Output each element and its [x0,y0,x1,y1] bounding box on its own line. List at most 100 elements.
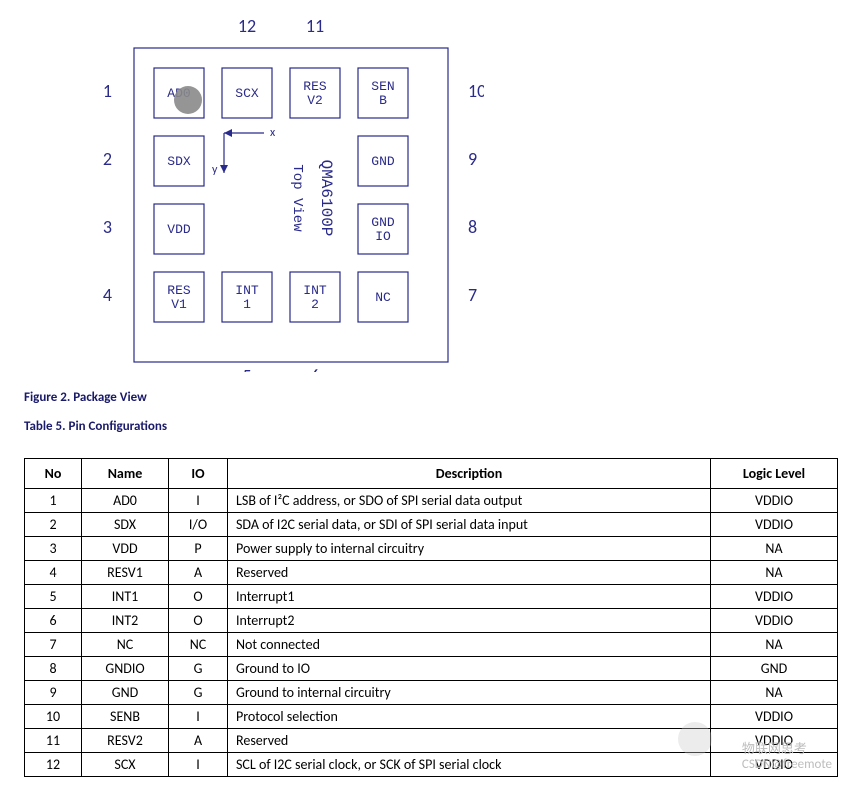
outer-pin-number: 7 [468,284,477,306]
cell: G [169,657,228,681]
cell: VDDIO [711,753,838,777]
outer-pin-number: 11 [306,15,324,37]
cell: 10 [25,705,82,729]
pad-label: NC [375,290,391,305]
cell: I [169,489,228,513]
cell: SENB [82,705,169,729]
cell: GND [711,657,838,681]
cell: 12 [25,753,82,777]
cell: VDD [82,537,169,561]
pad-label: IO [375,229,391,244]
table-row: 7NCNCNot connectedNA [25,633,838,657]
cell: RESV1 [82,561,169,585]
th-desc: Description [228,459,711,489]
cell: INT2 [82,609,169,633]
table-caption: Table 5. Pin Configurations [24,419,838,434]
axis-y-label: y [212,163,218,177]
cell: AD0 [82,489,169,513]
pad-label: GND [371,215,395,230]
cell: 2 [25,513,82,537]
part-name-label: QMA6100P [317,160,335,237]
cell: GND [82,681,169,705]
cell: NC [169,633,228,657]
cell: 9 [25,681,82,705]
cell: Interrupt1 [228,585,711,609]
cell: 4 [25,561,82,585]
pad-label: GND [371,154,395,169]
arrowhead-icon [220,165,228,173]
table-header-row: No Name IO Description Logic Level [25,459,838,489]
cell: VDDIO [711,489,838,513]
cell: SDA of I2C serial data, or SDI of SPI se… [228,513,711,537]
table-row: 8GNDIOGGround to IOGND [25,657,838,681]
cell: 5 [25,585,82,609]
cell: O [169,585,228,609]
outer-pin-number: 8 [468,216,477,238]
th-no: No [25,459,82,489]
cell: SCL of I2C serial clock, or SCK of SPI s… [228,753,711,777]
pin-table: No Name IO Description Logic Level 1AD0I… [24,458,838,777]
figure-caption: Figure 2. Package View [24,390,838,405]
th-io: IO [169,459,228,489]
table-row: 10SENBIProtocol selectionVDDIO [25,705,838,729]
cell: Not connected [228,633,711,657]
outer-pin-number: 1 [103,80,112,102]
pad-label: V1 [171,297,187,312]
top-view-label: Top View [289,164,305,232]
package-diagram: AD0SDXVDDRESV1INT1INT2NCGNDIOGNDSENBRESV… [84,12,838,372]
cell: A [169,729,228,753]
cell: VDDIO [711,513,838,537]
cell: Ground to internal circuitry [228,681,711,705]
pad-label: SDX [167,154,191,169]
th-level: Logic Level [711,459,838,489]
cell: O [169,609,228,633]
cell: 6 [25,609,82,633]
pin1-dot-icon [174,86,202,114]
cell: I/O [169,513,228,537]
arrowhead-icon [224,129,232,137]
cell: NA [711,681,838,705]
cell: LSB of I²C address, or SDO of SPI serial… [228,489,711,513]
cell: VDDIO [711,609,838,633]
cell: I [169,705,228,729]
outer-pin-number: 12 [238,15,256,37]
cell: A [169,561,228,585]
cell: Protocol selection [228,705,711,729]
pad-label: B [379,93,387,108]
cell: 8 [25,657,82,681]
cell: 3 [25,537,82,561]
table-row: 1AD0ILSB of I²C address, or SDO of SPI s… [25,489,838,513]
cell: SDX [82,513,169,537]
axis-x-label: x [270,126,276,140]
cell: NC [82,633,169,657]
cell: 1 [25,489,82,513]
pad-label: INT [235,283,259,298]
outer-pin-number: 4 [103,284,112,306]
cell: INT1 [82,585,169,609]
pad-label: INT [303,283,327,298]
cell: Ground to IO [228,657,711,681]
cell: Interrupt2 [228,609,711,633]
pad-label: VDD [167,222,191,237]
table-row: 2SDXI/OSDA of I2C serial data, or SDI of… [25,513,838,537]
cell: Power supply to internal circuitry [228,537,711,561]
pad-label: 2 [311,297,319,312]
cell: Reserved [228,729,711,753]
outer-pin-number: 10 [468,80,484,102]
cell: NA [711,633,838,657]
cell: P [169,537,228,561]
cell: VDDIO [711,705,838,729]
cell: 11 [25,729,82,753]
pad-label: SCX [235,86,259,101]
table-row: 9GNDGGround to internal circuitryNA [25,681,838,705]
th-name: Name [82,459,169,489]
cell: RESV2 [82,729,169,753]
cell: 7 [25,633,82,657]
outer-pin-number: 5 [242,365,251,372]
table-row: 3VDDPPower supply to internal circuitryN… [25,537,838,561]
pad-label: 1 [243,297,251,312]
pad-label: V2 [307,93,323,108]
cell: NA [711,537,838,561]
outer-pin-number: 9 [468,148,477,170]
cell: G [169,681,228,705]
